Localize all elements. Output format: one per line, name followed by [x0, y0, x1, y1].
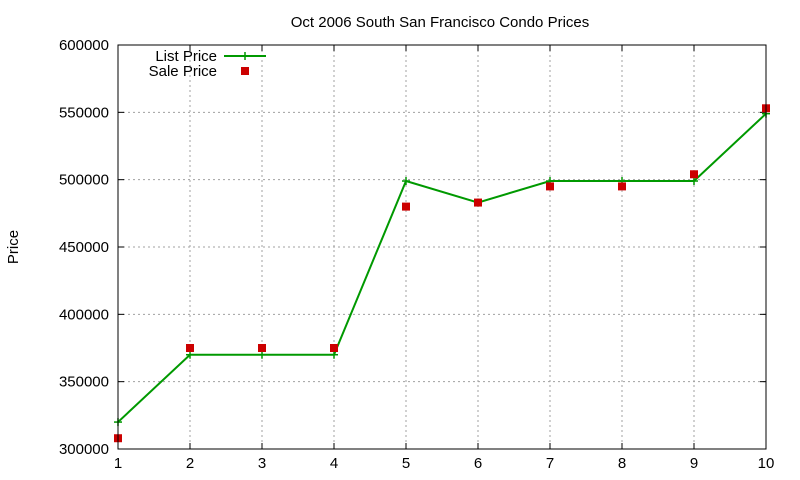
x-tick-label: 5: [402, 455, 410, 472]
plot-frame: [117, 44, 767, 450]
x-tick-label: 1: [114, 455, 122, 472]
series-0: [114, 109, 770, 427]
grid: [118, 45, 766, 449]
sale-price-point: [474, 198, 482, 207]
y-tick-label: 600000: [59, 37, 109, 54]
list-price-point: [186, 350, 194, 359]
y-tick-label: 350000: [59, 374, 109, 391]
list-price-point: [330, 350, 338, 359]
y-tick-label: 550000: [59, 104, 109, 121]
series-1: [114, 104, 770, 443]
sale-price-point: [186, 344, 194, 352]
x-tick-label: 3: [258, 455, 266, 472]
legend-square-marker: [241, 67, 249, 75]
list-price-point: [690, 177, 698, 186]
sale-price-point: [402, 202, 410, 211]
y-axis-label: Price: [5, 230, 22, 264]
chart-title: Oct 2006 South San Francisco Condo Price…: [291, 14, 590, 31]
sale-price-point: [546, 182, 554, 191]
y-tick-label: 450000: [59, 239, 109, 256]
legend-label: Sale Price: [149, 63, 217, 80]
list-price-point: [402, 177, 410, 186]
axis-ticks: 1 2 3 4 5 6 7 8 9 10 300000 350000 400000 450000 50000…: [59, 37, 774, 472]
sale-price-point: [258, 344, 266, 352]
x-tick-label: 6: [474, 455, 482, 472]
legend-plus-marker: [241, 52, 249, 60]
sale-price-point: [618, 182, 626, 191]
x-tick-label: 4: [330, 455, 338, 472]
x-tick-label: 8: [618, 455, 626, 472]
sale-price-point: [330, 344, 338, 352]
list-price-line: [117, 112, 767, 423]
legend-label: List Price: [155, 48, 217, 65]
plot-area: [114, 104, 770, 443]
x-tick-label: 7: [546, 455, 554, 472]
y-tick-label: 500000: [59, 172, 109, 189]
x-tick-label: 9: [690, 455, 698, 472]
x-tick-label: 10: [758, 455, 775, 472]
sale-price-point: [690, 170, 698, 179]
list-price-point: [258, 350, 266, 359]
y-tick-label: 400000: [59, 306, 109, 323]
y-tick-label: 300000: [59, 441, 109, 458]
x-tick-label: 2: [186, 455, 194, 472]
